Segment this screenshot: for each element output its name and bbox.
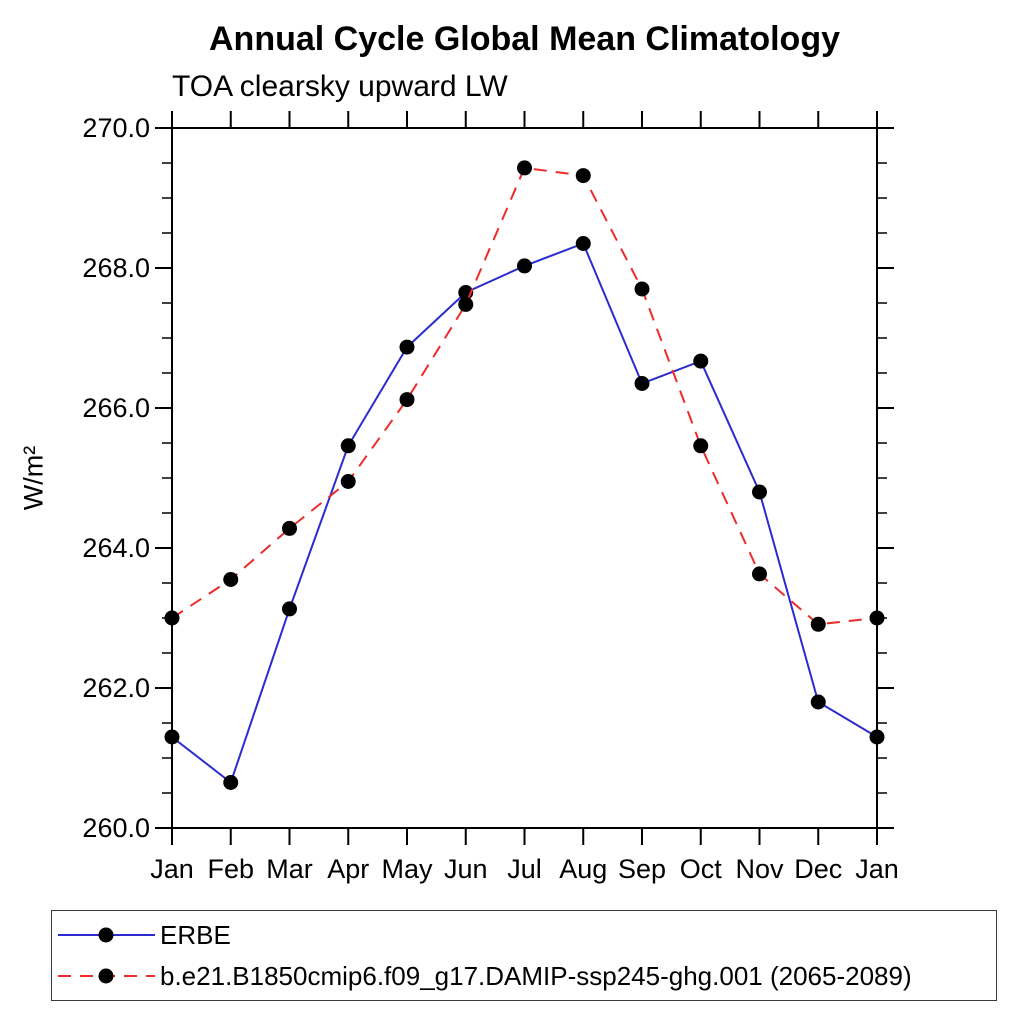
- legend: ERBE b.e21.B1850cmip6.f09_g17.DAMIP-ssp2…: [51, 910, 997, 1001]
- data-point-marker: [693, 438, 709, 454]
- series-line-0: [171, 242, 878, 785]
- y-tick-label: 270.0: [82, 113, 150, 143]
- data-point-marker: [164, 729, 180, 745]
- x-tick-label: Feb: [207, 854, 254, 884]
- data-point-marker: [752, 566, 767, 582]
- y-tick-label: 262.0: [82, 673, 150, 703]
- data-point-marker: [517, 258, 532, 274]
- data-point-marker: [399, 339, 415, 355]
- data-point-marker: [810, 694, 826, 710]
- legend-marker: [98, 968, 114, 984]
- legend-sample-model: [58, 968, 155, 984]
- legend-marker: [98, 927, 114, 943]
- data-point-marker: [340, 474, 356, 489]
- x-tick-label: Dec: [794, 854, 842, 884]
- x-tick-label: Jun: [444, 854, 488, 884]
- x-tick-label: Apr: [327, 854, 369, 884]
- data-point-marker: [282, 520, 297, 536]
- x-tick-label: Oct: [680, 854, 723, 884]
- x-tick-label: Sep: [618, 854, 666, 884]
- series-line-1: [171, 166, 878, 626]
- data-point-marker: [869, 729, 885, 745]
- y-tick-label: 266.0: [82, 393, 150, 423]
- data-point-marker: [340, 438, 356, 454]
- legend-label-erbe: ERBE: [160, 919, 231, 950]
- chart-subtitle: TOA clearsky upward LW: [172, 70, 508, 103]
- data-point-marker: [164, 610, 180, 626]
- plot-box: [171, 127, 878, 829]
- data-point-marker: [810, 616, 826, 632]
- legend-label-model: b.e21.B1850cmip6.f09_g17.DAMIP-ssp245-gh…: [160, 960, 912, 991]
- y-tick-label: 264.0: [82, 533, 150, 563]
- data-point-marker: [458, 296, 474, 312]
- x-tick-label: Jul: [507, 854, 542, 884]
- legend-sample-erbe: [58, 927, 155, 943]
- data-point-marker: [634, 376, 650, 391]
- data-point-marker: [575, 236, 591, 251]
- x-tick-label: Jan: [855, 854, 899, 884]
- chart-canvas: Jan Feb Mar Apr May Jun Jul Aug Sep Oct Nov Dec Jan2…: [82, 111, 899, 884]
- x-tick-label: Aug: [559, 854, 607, 884]
- legend-item-model: b.e21.B1850cmip6.f09_g17.DAMIP-ssp245-gh…: [52, 956, 996, 997]
- x-tick-label: Nov: [735, 854, 784, 884]
- data-point-marker: [399, 392, 415, 408]
- chart-title: Annual Cycle Global Mean Climatology: [209, 20, 840, 58]
- data-point-marker: [869, 610, 885, 626]
- data-point-marker: [634, 281, 650, 297]
- data-point-marker: [693, 353, 709, 369]
- x-tick-label: Mar: [266, 854, 313, 884]
- x-tick-label: May: [381, 854, 433, 884]
- data-point-marker: [752, 484, 767, 500]
- data-point-marker: [223, 572, 239, 587]
- y-tick-label: 260.0: [82, 813, 150, 843]
- data-point-marker: [517, 160, 532, 176]
- legend-item-erbe: ERBE: [52, 915, 996, 956]
- data-point-marker: [282, 601, 297, 617]
- y-tick-label: 268.0: [82, 253, 150, 283]
- data-point-marker: [223, 775, 239, 790]
- data-point-marker: [575, 168, 591, 184]
- x-tick-label: Jan: [150, 854, 194, 884]
